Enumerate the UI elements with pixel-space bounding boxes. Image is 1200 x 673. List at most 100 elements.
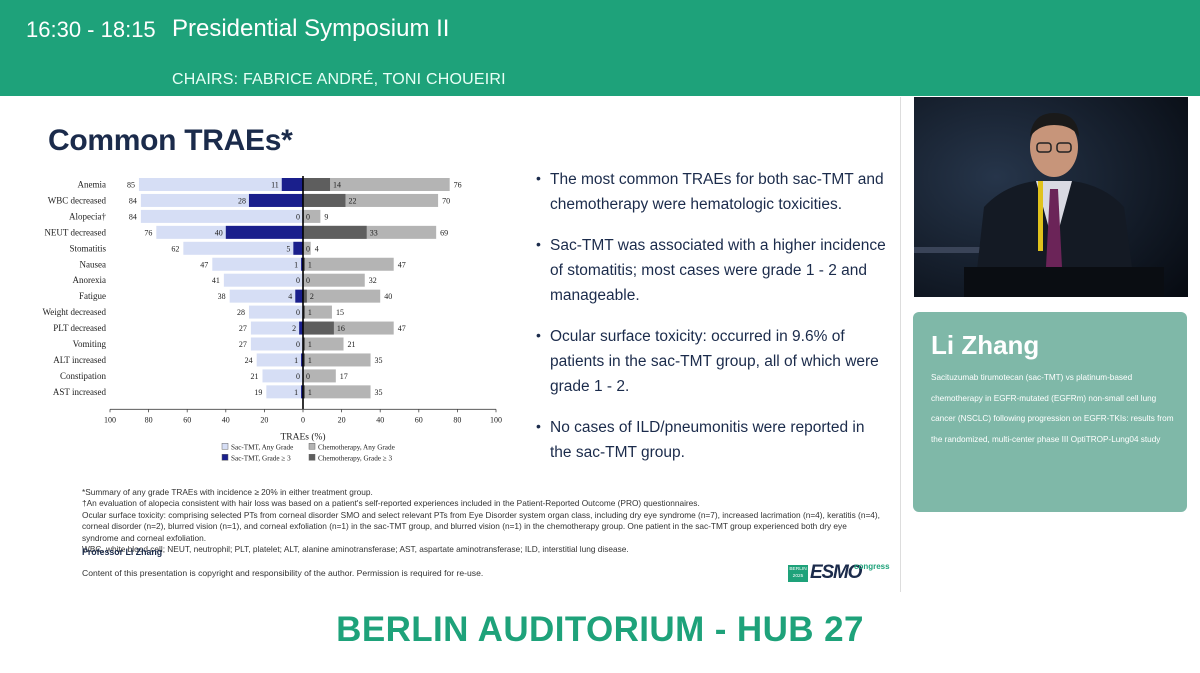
sac-tmt-any-grade-label: 84	[129, 212, 137, 221]
logo-city-badge: BERLIN 2025	[788, 565, 808, 582]
chemo-grade3-bar	[303, 178, 331, 191]
chemo-grade3-label: 22	[348, 196, 356, 205]
chemo-grade3-label: 0	[306, 276, 310, 285]
chemo-grade3-bar	[303, 305, 305, 319]
chemo-any-grade-label: 70	[442, 196, 450, 205]
chemo-grade3-bar	[303, 353, 305, 367]
sac-tmt-any-grade-label: 76	[144, 228, 152, 237]
footnote: †An evaluation of alopecia consistent wi…	[82, 498, 700, 509]
logo-suffix: congress	[854, 562, 890, 571]
sac-tmt-any-grade-label: 19	[254, 388, 262, 397]
sac-tmt-any-grade-label: 28	[237, 308, 245, 317]
x-tick-label: 100	[490, 415, 502, 424]
category-label: AST increased	[53, 387, 107, 397]
sac-tmt-grade3-label: 0	[296, 276, 300, 285]
sac-tmt-grade3-label: 0	[296, 308, 300, 317]
x-tick-label: 80	[145, 415, 153, 424]
legend-label: Chemotherapy, Any Grade	[318, 443, 395, 451]
bullet-dot-icon: •	[536, 170, 541, 186]
chemo-grade3-label: 1	[308, 308, 312, 317]
sac-tmt-any-grade-bar	[262, 369, 303, 383]
sac-tmt-any-grade-bar	[229, 289, 303, 303]
legend-swatch	[221, 443, 229, 450]
sac-tmt-any-grade-label: 84	[129, 196, 137, 205]
chemo-any-grade-label: 40	[384, 292, 392, 301]
x-tick-label: 60	[183, 415, 191, 424]
chemo-grade3-label: 2	[310, 292, 314, 301]
legend-label: Sac-TMT, Any Grade	[231, 443, 293, 451]
sac-tmt-grade3-label: 40	[215, 228, 223, 237]
category-label: Anorexia	[73, 275, 107, 285]
chemo-any-grade-label: 76	[454, 181, 462, 190]
sac-tmt-grade3-label: 0	[296, 340, 300, 349]
x-axis-title: TRAEs (%)	[280, 431, 325, 442]
chemo-grade3-label: 0	[306, 244, 310, 253]
chemo-any-grade-bar	[303, 241, 311, 255]
legend-label: Sac-TMT, Grade ≥ 3	[231, 454, 291, 462]
chemo-any-grade-bar	[303, 209, 321, 223]
legend-swatch	[221, 454, 229, 461]
chemo-any-grade-label: 21	[348, 340, 356, 349]
speaker-name: Li Zhang	[931, 330, 1040, 360]
logo-brand: ESMO	[810, 562, 862, 583]
chemo-any-grade-label: 32	[369, 276, 377, 285]
chemo-any-grade-label: 47	[398, 324, 406, 333]
bullet-item: • Ocular surface toxicity: occurred in 9.…	[536, 324, 886, 399]
bullet-item: • The most common TRAEs for both sac-TMT …	[536, 167, 886, 217]
chemo-grade3-label: 1	[308, 356, 312, 365]
talk-description: Sacituzumab tirumotecan (sac-TMT) vs pla…	[931, 373, 1174, 444]
category-label: Weight decreased	[43, 307, 107, 317]
sac-tmt-grade3-label: 1	[294, 388, 298, 397]
speaker-info-panel: Li Zhang Sacituzumab tirumotecan (sac-TM…	[913, 312, 1187, 512]
venue-title: BERLIN AUDITORIUM - HUB 27	[336, 610, 864, 649]
sac-tmt-grade3-bar	[281, 178, 303, 191]
sac-tmt-any-grade-label: 38	[218, 292, 226, 301]
sac-tmt-any-grade-bar	[250, 321, 303, 335]
sac-tmt-any-grade-label: 27	[239, 324, 247, 333]
sac-tmt-grade3-bar	[225, 225, 303, 239]
legend-swatch	[308, 443, 316, 450]
sac-tmt-grade3-bar	[301, 257, 303, 271]
bullet-dot-icon: •	[536, 327, 541, 343]
bullet-item: • Sac-TMT was associated with a higher in…	[536, 233, 886, 308]
chemo-grade3-label: 1	[308, 260, 312, 269]
sac-tmt-any-grade-label: 24	[245, 356, 253, 365]
chemo-grade3-bar	[303, 225, 367, 239]
sac-tmt-any-grade-bar	[256, 353, 303, 367]
chemo-any-grade-label: 47	[398, 260, 406, 269]
category-label: Vomiting	[73, 339, 107, 349]
sac-tmt-grade3-label: 2	[292, 324, 296, 333]
sac-tmt-any-grade-label: 47	[200, 260, 208, 269]
speaker-video	[914, 97, 1188, 297]
x-tick-label: 20	[260, 415, 268, 424]
chemo-grade3-bar	[303, 337, 305, 351]
chemo-any-grade-label: 15	[336, 308, 344, 317]
x-tick-label: 60	[415, 415, 423, 424]
chemo-any-grade-label: 35	[375, 388, 383, 397]
chemo-any-grade-label: 17	[340, 372, 348, 381]
bullet-dot-icon: •	[536, 236, 541, 252]
chemo-any-grade-bar	[303, 385, 371, 399]
session-time: 16:30 - 18:15	[26, 17, 156, 42]
chemo-any-grade-bar	[303, 178, 450, 191]
sac-tmt-any-grade-label: 21	[250, 372, 258, 381]
chemo-grade3-bar	[303, 321, 334, 335]
category-label: ALT increased	[53, 355, 106, 365]
sac-tmt-any-grade-bar	[248, 305, 303, 319]
sac-tmt-any-grade-bar	[183, 241, 303, 255]
footnote: Ocular surface toxicity: comprising sele…	[82, 509, 880, 543]
sac-tmt-any-grade-label: 41	[212, 276, 220, 285]
slide-title: Common TRAEs*	[48, 124, 293, 157]
category-label: Constipation	[60, 371, 107, 381]
chemo-any-grade-bar	[303, 337, 344, 351]
sac-tmt-grade3-bar	[293, 241, 303, 255]
category-label: Nausea	[80, 259, 107, 269]
chemo-any-grade-bar	[303, 369, 336, 383]
sac-tmt-grade3-bar	[301, 385, 303, 399]
chemo-any-grade-label: 35	[375, 356, 383, 365]
chemo-any-grade-label: 69	[440, 228, 448, 237]
x-tick-label: 40	[376, 415, 384, 424]
chemo-grade3-bar	[303, 385, 305, 399]
speaker-video-frame	[914, 97, 1188, 297]
